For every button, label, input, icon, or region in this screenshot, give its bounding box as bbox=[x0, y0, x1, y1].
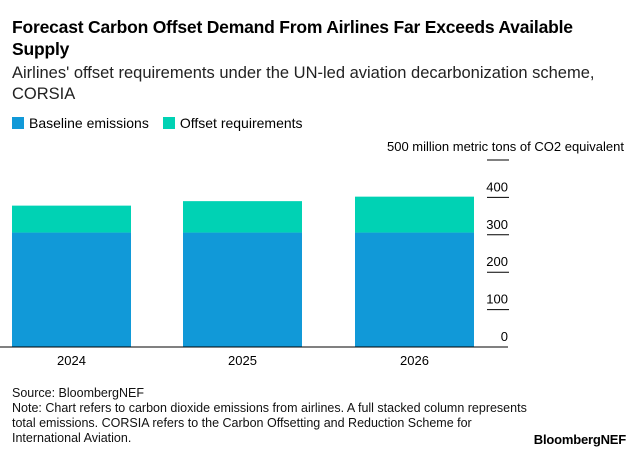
bar-offset-2024 bbox=[12, 205, 131, 233]
chart-subtitle: Airlines' offset requirements under the … bbox=[12, 64, 595, 103]
legend-swatch-offset bbox=[162, 117, 175, 129]
bar-baseline-2026 bbox=[355, 232, 474, 347]
legend-swatch-baseline bbox=[12, 117, 24, 129]
bar-offset-2025 bbox=[183, 201, 302, 233]
bloombergnef-logo: BloombergNEF bbox=[533, 432, 626, 447]
y-tick-label-300: 300 bbox=[486, 217, 508, 232]
x-tick-label-2024: 2024 bbox=[57, 353, 86, 368]
y-axis-label: 500 million metric tons of CO2 equivalen… bbox=[386, 139, 624, 154]
legend-label-baseline: Baseline emissions bbox=[29, 115, 149, 131]
y-tick-label-0: 0 bbox=[501, 329, 508, 344]
legend-item-offset: Offset requirements bbox=[162, 115, 303, 131]
source-text: Source: BloombergNEF bbox=[12, 386, 145, 400]
footnote: Source: BloombergNEF Note: Chart refers … bbox=[12, 386, 532, 446]
bar-offset-2026 bbox=[355, 196, 474, 233]
chart-title: Forecast Carbon Offset Demand From Airli… bbox=[12, 17, 573, 59]
y-tick-label-100: 100 bbox=[486, 292, 508, 307]
x-tick-label-2026: 2026 bbox=[400, 353, 429, 368]
bar-baseline-2024 bbox=[12, 232, 131, 347]
legend-label-offset: Offset requirements bbox=[179, 115, 303, 131]
legend: Baseline emissions Offset requirements bbox=[12, 115, 303, 131]
x-tick-label-2025: 2025 bbox=[228, 353, 257, 368]
legend-item-baseline: Baseline emissions bbox=[12, 115, 149, 131]
y-tick-label-200: 200 bbox=[486, 254, 508, 269]
note-text: Note: Chart refers to carbon dioxide emi… bbox=[12, 401, 527, 445]
y-tick-label-400: 400 bbox=[486, 179, 508, 194]
bar-baseline-2025 bbox=[183, 232, 302, 347]
